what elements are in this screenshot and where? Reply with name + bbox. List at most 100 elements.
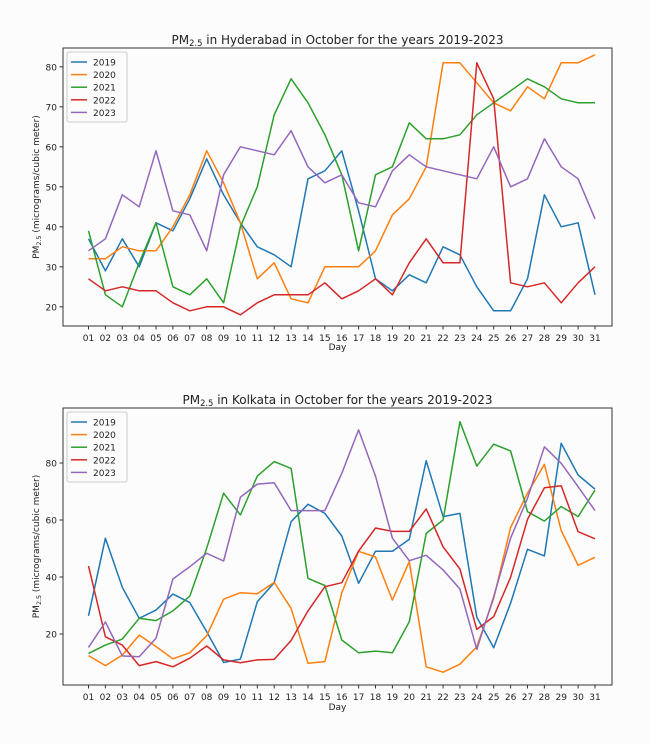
y-tick-label: 20 [46, 630, 58, 640]
x-tick-label: 04 [133, 693, 145, 703]
y-axis-label: PM2.5 (micrograms/cubic meter) [32, 115, 43, 259]
x-tick-label: 05 [150, 693, 161, 703]
x-tick-label: 19 [387, 334, 399, 344]
chart-2: PM2.5 in Kolkata in October for the year… [32, 393, 613, 713]
x-tick-label: 10 [235, 334, 247, 344]
legend-label: 2022 [93, 456, 116, 466]
x-tick-label: 31 [589, 693, 600, 703]
legend: 2019 2020 2021 2022 2023 [66, 51, 128, 123]
chart-title-suffix: in Kolkata in October for the years 2019… [213, 393, 492, 407]
x-tick-label: 03 [117, 334, 128, 344]
legend-label: 2021 [93, 84, 116, 94]
series-line-2022 [87, 485, 596, 668]
x-tick-label: 13 [285, 334, 296, 344]
y-axis-label-suffix: (micrograms/cubic meter) [32, 475, 42, 595]
x-tick-label: 31 [589, 334, 600, 344]
legend-label: 2020 [93, 71, 116, 81]
y-axis-label-prefix: PM [32, 246, 42, 259]
x-tick-label: 17 [353, 693, 364, 703]
chart-1: PM2.5 in Hyderabad in October for the ye… [32, 33, 613, 353]
x-tick-label: 23 [454, 334, 465, 344]
x-tick-label: 18 [370, 334, 382, 344]
x-tick-label: 24 [471, 693, 483, 703]
legend-label: 2019 [93, 59, 116, 69]
x-tick-label: 25 [488, 693, 499, 703]
x-tick-label: 21 [420, 693, 431, 703]
y-tick-label: 70 [46, 103, 58, 113]
legend-label: 2022 [93, 96, 116, 106]
x-tick-label: 30 [572, 334, 584, 344]
legend-label: 2023 [93, 469, 116, 479]
series-line-2019 [87, 150, 596, 312]
series-line-2020 [88, 463, 596, 673]
x-tick-label: 02 [100, 334, 111, 344]
chart-title-suffix: in Hyderabad in October for the years 20… [202, 33, 503, 47]
plot-area [62, 47, 613, 327]
x-tick-label: 23 [454, 693, 465, 703]
y-axis-label-subscript: 2.5 [36, 236, 43, 246]
x-tick-label: 28 [539, 693, 551, 703]
x-tick-label: 16 [336, 693, 348, 703]
x-tick-label: 29 [556, 334, 568, 344]
x-tick-label: 25 [488, 334, 499, 344]
x-tick-label: 14 [302, 334, 314, 344]
legend-box [66, 411, 128, 483]
series-line-2019 [87, 442, 596, 664]
legend: 2019 2020 2021 2022 2023 [66, 411, 128, 483]
x-tick-label: 27 [522, 334, 533, 344]
series-line-2022 [88, 62, 596, 316]
y-tick-label: 80 [46, 63, 58, 73]
y-axis-label-suffix: (micrograms/cubic meter) [32, 115, 42, 235]
x-tick-label: 01 [83, 334, 94, 344]
x-tick-label: 15 [319, 693, 330, 703]
x-tick-label: 28 [539, 334, 551, 344]
x-tick-label: 15 [319, 334, 330, 344]
x-tick-label: 02 [100, 693, 111, 703]
y-tick-label: 50 [46, 183, 58, 193]
y-tick-label: 30 [46, 263, 58, 273]
y-axis-label: PM2.5 (micrograms/cubic meter) [32, 475, 43, 619]
x-tick-label: 22 [437, 334, 448, 344]
chart-title: PM2.5 in Kolkata in October for the year… [182, 393, 492, 408]
series-line-2023 [87, 429, 596, 658]
x-tick-label: 03 [117, 693, 128, 703]
x-tick-label: 27 [522, 693, 533, 703]
x-tick-label: 09 [218, 334, 230, 344]
x-tick-label: 19 [387, 693, 399, 703]
x-tick-label: 29 [556, 693, 568, 703]
x-tick-label: 06 [167, 693, 179, 703]
legend-label: 2023 [93, 109, 116, 119]
x-tick-label: 05 [150, 334, 161, 344]
x-tick-label: 09 [218, 693, 230, 703]
x-tick-label: 16 [336, 334, 348, 344]
x-tick-label: 30 [572, 693, 584, 703]
y-tick-label: 40 [46, 223, 58, 233]
y-axis-label-prefix: PM [32, 605, 42, 618]
chart-title-subscript: 2.5 [189, 38, 202, 48]
chart-title-prefix: PM [172, 33, 190, 47]
x-tick-label: 12 [268, 693, 279, 703]
y-tick-label: 20 [46, 303, 58, 313]
chart-title: PM2.5 in Hyderabad in October for the ye… [172, 33, 504, 48]
x-tick-label: 12 [268, 334, 279, 344]
x-tick-label: 06 [167, 334, 179, 344]
series-line-2021 [88, 420, 596, 655]
x-tick-label: 18 [370, 693, 382, 703]
x-tick-label: 20 [404, 334, 416, 344]
x-tick-label: 01 [83, 693, 94, 703]
legend-label: 2019 [93, 419, 116, 429]
legend-label: 2021 [93, 444, 116, 454]
chart-title-prefix: PM [182, 393, 200, 407]
x-tick-label: 17 [353, 334, 364, 344]
x-tick-label: 07 [184, 334, 195, 344]
x-tick-label: 26 [505, 693, 517, 703]
x-tick-label: 26 [505, 334, 517, 344]
series-line-2020 [88, 54, 596, 304]
x-tick-label: 20 [404, 693, 416, 703]
chart-title-subscript: 2.5 [200, 398, 213, 408]
x-tick-label: 04 [133, 334, 145, 344]
x-tick-label: 22 [437, 693, 448, 703]
x-tick-label: 24 [471, 334, 483, 344]
x-tick-label: 07 [184, 693, 195, 703]
